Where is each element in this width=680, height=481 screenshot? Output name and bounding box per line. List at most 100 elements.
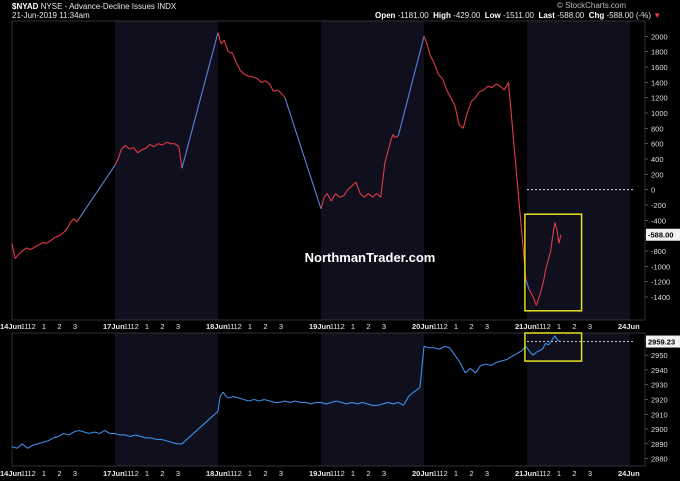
- y-tick-label: 200: [651, 170, 664, 179]
- shaded-session: [115, 333, 218, 466]
- series-segment: [390, 134, 394, 141]
- spx-panel: 2880289029002910292029302940295029602959…: [11, 332, 680, 467]
- time-tick-label: 2: [263, 322, 267, 331]
- series-segment: [336, 400, 342, 403]
- series-segment: [26, 247, 31, 250]
- series-segment: [32, 443, 38, 446]
- time-tick-label: 2: [160, 469, 164, 478]
- series-segment: [284, 97, 322, 210]
- series-segment: [158, 143, 163, 146]
- series-segment: [535, 292, 541, 306]
- low-value: -1511.00: [502, 11, 534, 20]
- series-segment: [550, 235, 554, 252]
- time-tick-label: 11: [433, 469, 441, 478]
- series-segment: [11, 446, 18, 449]
- low-label: Low: [484, 11, 501, 20]
- series-segment: [289, 400, 296, 403]
- series-segment: [269, 400, 275, 403]
- series-segment: [284, 400, 291, 403]
- time-tick-label: 1: [557, 322, 561, 331]
- plot-frame: [11, 20, 646, 321]
- time-tick-label: 12: [234, 322, 242, 331]
- series-segment: [419, 346, 425, 388]
- y-tick-label: -800: [651, 247, 666, 256]
- series-segment: [222, 391, 227, 397]
- series-segment: [42, 242, 48, 244]
- series-segment: [394, 135, 399, 139]
- time-tick-label: 2: [57, 469, 61, 478]
- series-segment: [346, 401, 353, 405]
- time-tick-label: 12: [337, 322, 345, 331]
- y-tick-label: -400: [651, 216, 666, 225]
- series-segment: [73, 218, 78, 223]
- y-tick-label: 1200: [651, 94, 668, 103]
- series-segment: [166, 141, 171, 145]
- series-segment: [150, 437, 157, 440]
- y-tick-label: 2930: [651, 381, 668, 390]
- y-tick-label: 1800: [651, 48, 668, 57]
- series-segment: [380, 162, 386, 198]
- y-tick-label: 0: [651, 186, 655, 195]
- time-tick-label: 17Jun: [103, 469, 125, 478]
- y-tick-label: 2940: [651, 366, 668, 375]
- series-segment: [42, 440, 49, 443]
- series-segment: [466, 101, 472, 114]
- time-tick-label: 18Jun: [206, 469, 228, 478]
- high-value: -429.00: [453, 11, 481, 20]
- series-segment: [16, 443, 23, 449]
- time-tick-label: 12: [28, 322, 36, 331]
- series-segment: [47, 437, 54, 442]
- series-segment: [273, 89, 278, 93]
- series-segment: [423, 36, 428, 45]
- time-tick-label: 1: [42, 469, 46, 478]
- series-segment: [38, 242, 44, 246]
- series-segment: [330, 193, 336, 202]
- series-segment: [341, 401, 347, 405]
- last-value-label: -588.00: [648, 231, 673, 240]
- last-value-tag: [646, 335, 680, 348]
- y-tick-label: 1400: [651, 78, 668, 87]
- time-tick-label: 24Jun: [618, 469, 640, 478]
- series-segment: [11, 243, 16, 259]
- chart-header: $NYAD NYSE - Advance-Decline Issues INDX…: [0, 0, 680, 20]
- series-segment: [78, 164, 116, 220]
- series-segment: [181, 410, 219, 445]
- series-segment: [281, 93, 286, 99]
- series-segment: [423, 345, 430, 349]
- time-tick-label: 11: [330, 322, 338, 331]
- series-segment: [415, 387, 421, 392]
- series-segment: [539, 348, 543, 352]
- series-segment: [552, 222, 556, 236]
- series-segment: [265, 80, 270, 85]
- series-segment: [279, 400, 286, 403]
- series-segment: [433, 62, 439, 75]
- y-tick-label: 2000: [651, 32, 668, 41]
- time-tick-label: 1: [351, 322, 355, 331]
- series-segment: [464, 368, 471, 374]
- time-tick-label: 18Jun: [206, 322, 228, 331]
- series-segment: [248, 75, 254, 78]
- time-tick-label: 3: [73, 322, 77, 331]
- series-segment: [339, 195, 344, 198]
- series-segment: [264, 398, 270, 402]
- series-segment: [503, 82, 509, 91]
- time-tick-label: 3: [73, 469, 77, 478]
- series-segment: [411, 390, 417, 395]
- series-segment: [442, 78, 448, 91]
- time-tick-label: 11: [536, 322, 544, 331]
- series-segment: [487, 85, 493, 89]
- last-label: Last: [538, 11, 555, 20]
- symbol: $NYAD: [12, 2, 39, 11]
- series-segment: [252, 76, 258, 80]
- shaded-session: [321, 21, 424, 320]
- y-tick-label: 1000: [651, 109, 668, 118]
- series-segment: [429, 55, 435, 64]
- time-tick-label: 1: [42, 322, 46, 331]
- series-segment: [355, 181, 361, 194]
- series-segment: [34, 244, 40, 248]
- series-segment: [554, 335, 559, 341]
- series-segment: [545, 342, 549, 346]
- time-tick-label: 11: [21, 469, 29, 478]
